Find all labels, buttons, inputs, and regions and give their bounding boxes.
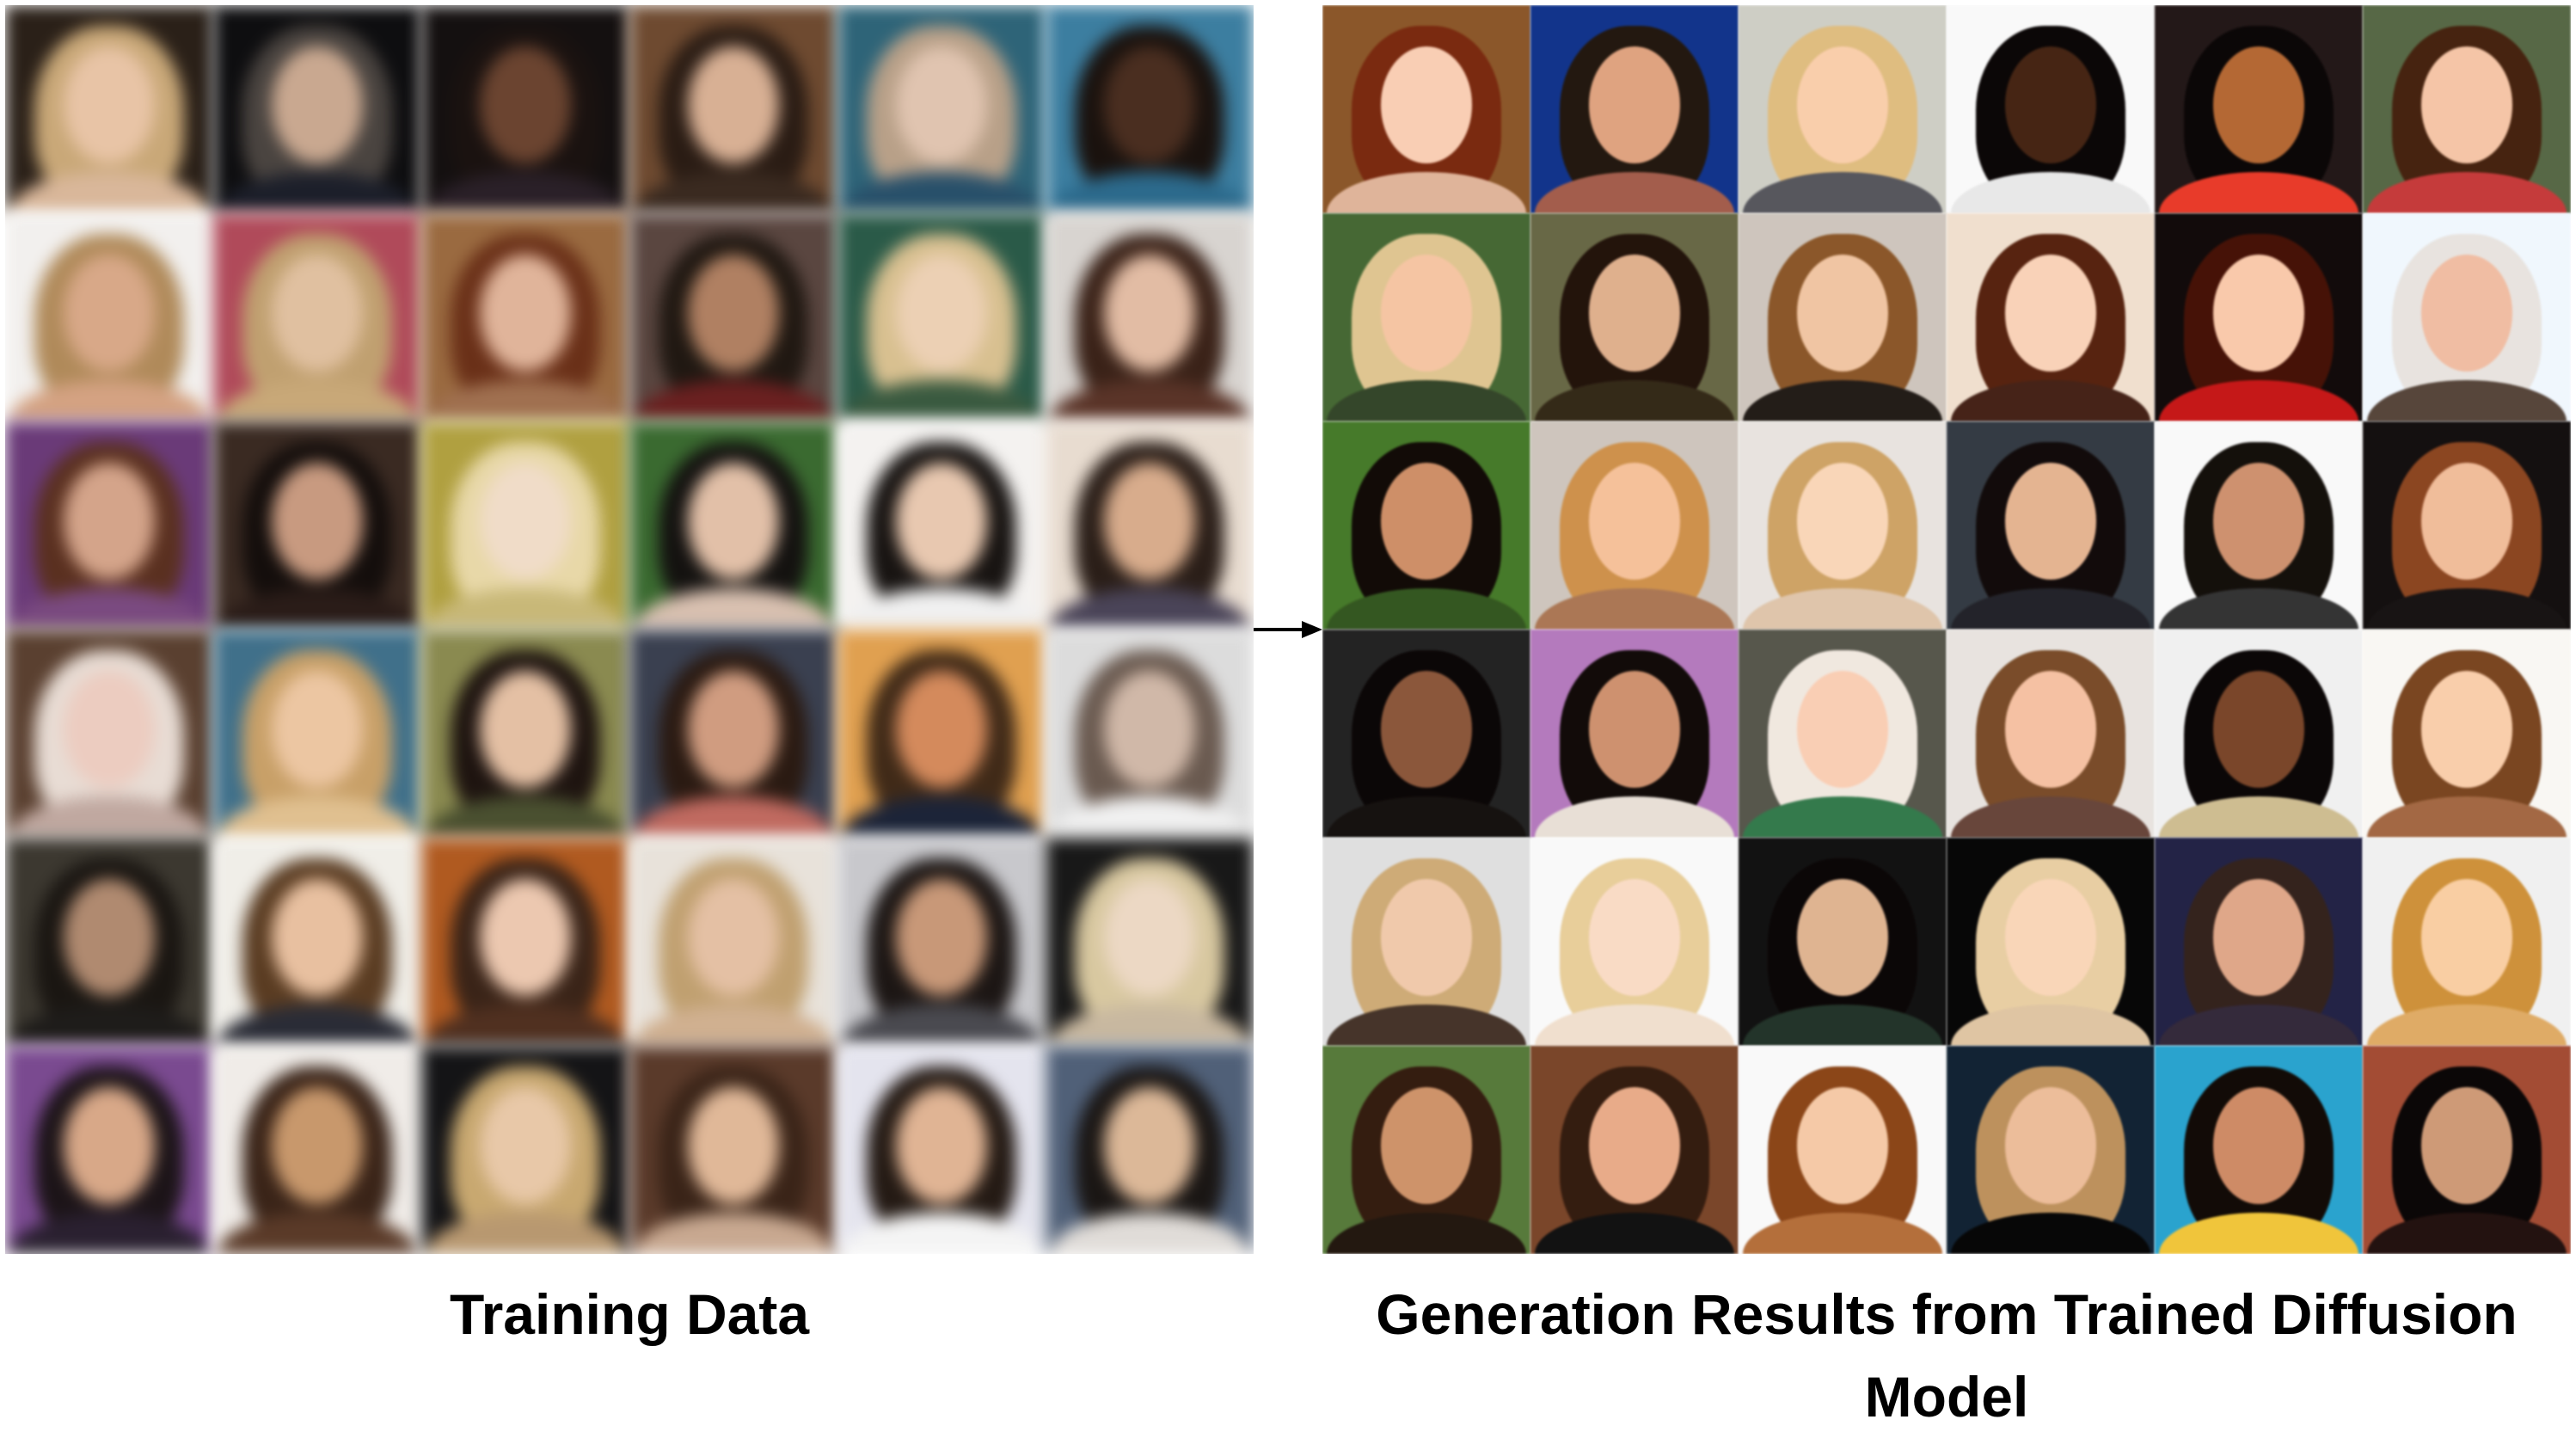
training-face-tile	[837, 838, 1046, 1046]
generated-face-tile	[1739, 213, 1947, 421]
training-face-tile	[5, 630, 213, 838]
training-face-tile	[837, 5, 1046, 213]
training-face-tile	[5, 1046, 213, 1254]
training-face-tile	[213, 838, 421, 1046]
generated-results-caption: Generation Results from Trained Diffusio…	[1376, 1282, 2518, 1429]
training-face-tile	[213, 421, 421, 630]
arrow-right-icon	[1254, 621, 1322, 638]
generated-face-tile	[2363, 421, 2571, 630]
training-face-tile	[1046, 5, 1254, 213]
training-face-tile	[5, 421, 213, 630]
training-face-tile	[213, 1046, 421, 1254]
training-face-tile	[629, 1046, 837, 1254]
training-face-tile	[421, 630, 629, 838]
training-face-tile	[1046, 838, 1254, 1046]
generated-face-tile	[2155, 1046, 2363, 1254]
generated-face-tile	[1947, 421, 2155, 630]
training-face-tile	[1046, 630, 1254, 838]
generated-face-tile	[2155, 421, 2363, 630]
generated-face-tile	[2155, 630, 2363, 838]
training-face-tile	[5, 213, 213, 421]
generated-face-tile	[1530, 5, 1739, 213]
training-data-grid	[5, 5, 1254, 1254]
training-face-tile	[837, 421, 1046, 630]
training-face-tile	[629, 838, 837, 1046]
generated-face-tile	[1739, 1046, 1947, 1254]
training-face-tile	[213, 630, 421, 838]
generated-face-tile	[1739, 838, 1947, 1046]
training-face-tile	[837, 1046, 1046, 1254]
generated-face-tile	[2363, 1046, 2571, 1254]
generated-face-tile	[1947, 838, 2155, 1046]
generated-face-tile	[2155, 5, 2363, 213]
training-face-tile	[421, 5, 629, 213]
training-face-tile	[629, 213, 837, 421]
training-face-tile	[629, 630, 837, 838]
generated-face-tile	[1530, 1046, 1739, 1254]
training-face-tile	[421, 421, 629, 630]
generated-face-tile	[1322, 5, 1530, 213]
generated-face-tile	[2363, 630, 2571, 838]
generated-face-tile	[2363, 213, 2571, 421]
generated-results-grid	[1322, 5, 2571, 1254]
generated-face-tile	[1530, 838, 1739, 1046]
training-face-tile	[629, 5, 837, 213]
generated-face-tile	[1947, 213, 2155, 421]
generated-face-tile	[2155, 838, 2363, 1046]
generated-face-tile	[2363, 838, 2571, 1046]
training-face-tile	[1046, 1046, 1254, 1254]
generated-face-tile	[1322, 421, 1530, 630]
generated-face-tile	[2363, 5, 2571, 213]
training-face-tile	[213, 213, 421, 421]
generated-face-tile	[1530, 630, 1739, 838]
training-face-tile	[1046, 213, 1254, 421]
training-data-caption: Training Data	[449, 1282, 810, 1346]
training-face-tile	[421, 838, 629, 1046]
training-face-tile	[1046, 421, 1254, 630]
training-face-tile	[629, 421, 837, 630]
training-face-tile	[5, 5, 213, 213]
training-face-tile	[421, 213, 629, 421]
generated-face-tile	[1947, 630, 2155, 838]
training-face-tile	[837, 630, 1046, 838]
generated-face-tile	[1322, 630, 1530, 838]
generated-face-tile	[1322, 838, 1530, 1046]
generated-face-tile	[1947, 1046, 2155, 1254]
training-face-tile	[5, 838, 213, 1046]
generated-face-tile	[1739, 421, 1947, 630]
generated-face-tile	[1739, 5, 1947, 213]
generated-face-tile	[1947, 5, 2155, 213]
training-face-tile	[213, 5, 421, 213]
generated-face-tile	[1530, 421, 1739, 630]
generated-face-tile	[1322, 1046, 1530, 1254]
generated-face-tile	[1530, 213, 1739, 421]
training-face-tile	[837, 213, 1046, 421]
generated-face-tile	[2155, 213, 2363, 421]
generated-face-tile	[1739, 630, 1947, 838]
generated-face-tile	[1322, 213, 1530, 421]
training-face-tile	[421, 1046, 629, 1254]
